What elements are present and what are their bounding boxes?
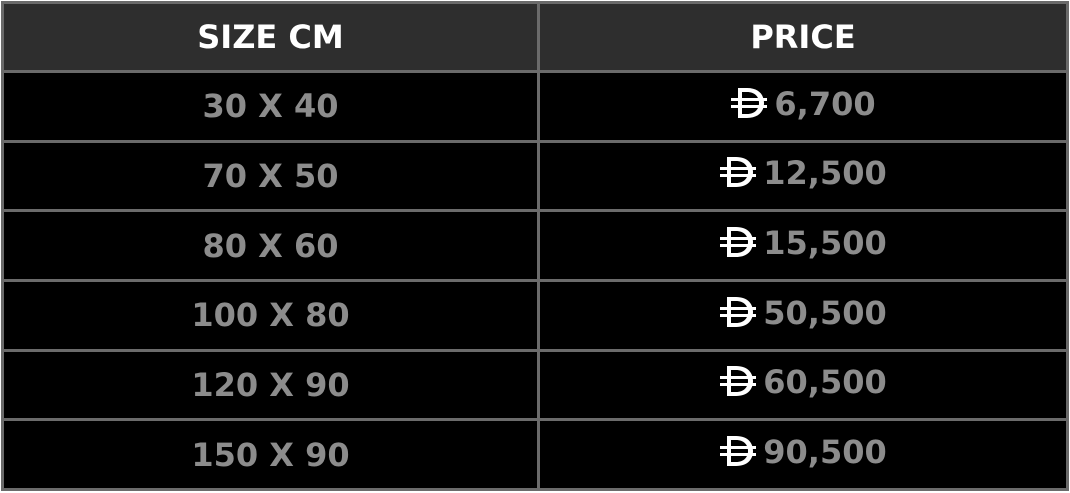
table-row: 100 X 80 50,500 (1, 278, 1069, 352)
size-value: 150 X 90 (191, 435, 350, 474)
size-value: 100 X 80 (191, 296, 350, 335)
price-cell: 12,500 (537, 139, 1069, 213)
header-price: PRICE (537, 1, 1069, 73)
price-value: 60,500 (763, 363, 887, 402)
dirham-icon (719, 434, 757, 476)
price-cell: 15,500 (537, 209, 1069, 282)
table-row: 150 X 90 90,500 (1, 418, 1069, 491)
dirham-icon (719, 364, 757, 406)
price-value: 50,500 (763, 293, 887, 332)
price-cell: 50,500 (537, 278, 1069, 352)
size-cell: 100 X 80 (1, 278, 540, 352)
size-cell: 30 X 40 (1, 70, 540, 143)
table-row: 80 X 60 15,500 (1, 209, 1069, 282)
table-header-row: SIZE CM PRICE (1, 1, 1069, 73)
size-cell: 120 X 90 (1, 348, 540, 422)
price-cell: 6,700 (537, 70, 1069, 143)
dirham-icon (730, 86, 768, 128)
table-row: 70 X 50 12,500 (1, 139, 1069, 213)
size-value: 120 X 90 (191, 365, 350, 404)
size-cell: 70 X 50 (1, 139, 540, 213)
price-value: 15,500 (763, 224, 887, 263)
size-cell: 80 X 60 (1, 209, 540, 282)
price-value: 90,500 (763, 433, 887, 472)
dirham-icon (719, 295, 757, 337)
price-value: 6,700 (774, 84, 876, 123)
price-cell: 90,500 (537, 418, 1069, 491)
table-row: 120 X 90 60,500 (1, 348, 1069, 422)
size-cell: 150 X 90 (1, 418, 540, 491)
size-value: 70 X 50 (202, 156, 339, 195)
size-value: 30 X 40 (202, 87, 339, 126)
header-size: SIZE CM (1, 1, 540, 73)
price-value: 12,500 (763, 154, 887, 193)
table-row: 30 X 40 6,700 (1, 70, 1069, 143)
price-cell: 60,500 (537, 348, 1069, 422)
dirham-icon (719, 225, 757, 267)
dirham-icon (719, 155, 757, 197)
size-value: 80 X 60 (202, 226, 339, 265)
